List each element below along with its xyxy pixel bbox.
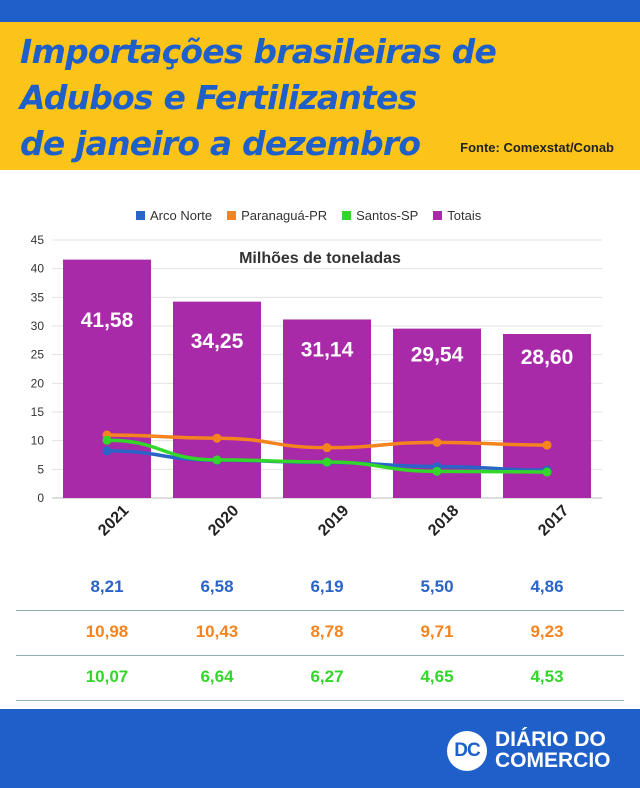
point-santos-sp-2021 [102,435,112,445]
header-banner: Importações brasileiras de Adubos e Fert… [0,22,640,170]
page-title-line-3: de janeiro a dezembro [20,124,421,163]
x-tick-label-2018: 2018 [425,502,462,539]
bar-totais-2020 [173,301,261,498]
footer-bar: DC DIÁRIO DO COMERCIO [0,709,640,788]
source-note: Fonte: Comexstat/Conab [460,140,614,155]
page-title-line-1: Importações brasileiras de [20,32,497,71]
y-tick-label-45: 45 [31,233,45,247]
point-santos-sp-2018 [432,466,442,476]
y-tick-label-5: 5 [37,462,44,476]
bar-totais-2019 [283,319,371,498]
table-cell-santos-sp-2018: 4,65 [420,667,454,686]
bar-totais-2021 [63,259,151,498]
legend-label-totais: Totais [447,207,482,223]
legend-swatch-santos [342,210,352,220]
y-tick-label-35: 35 [31,290,45,304]
chart-subtitle: Milhões de toneladas [239,250,401,267]
x-tick-label-2021: 2021 [95,502,132,539]
y-tick-label-15: 15 [31,405,45,419]
legend-item-paranagua: Paranaguá-PR [227,208,327,223]
bar-value-label-2018: 29,54 [411,343,464,366]
table-cell-santos-sp-2019: 6,27 [310,667,344,686]
y-tick-label-25: 25 [31,348,45,362]
table-cell-paranagua-pr-2021: 10,98 [85,622,129,641]
values-table: 8,21 6,58 6,19 5,50 4,86 10,98 10,43 8,78 9,71 9… [16,566,624,701]
point-santos-sp-2019 [322,457,332,467]
bar-value-label-2021: 41,58 [81,309,134,332]
y-tick-label-40: 40 [31,262,45,276]
legend-item-arco-norte: Arco Norte [136,208,212,223]
legend-swatch-arco-norte [136,210,145,220]
point-paranagua-pr-2020 [212,433,222,443]
table-cell-arco-norte-2021: 8,21 [90,577,124,596]
legend-swatch-paranagua [227,210,237,220]
table-cell-paranagua-pr-2020: 10,43 [195,622,239,641]
legend-label-santos: Santos-SP [356,207,419,223]
table-cell-paranagua-pr-2018: 9,71 [420,622,454,641]
table-cell-arco-norte-2017: 4,86 [530,577,564,596]
point-arco-norte-2021 [102,446,112,456]
imports-chart: 0 5 10 15 20 25 30 35 40 45 41,58 34,25 31,14 29,54 28… [31,233,602,539]
legend-label-paranagua: Paranaguá-PR [241,207,328,223]
x-tick-label-2019: 2019 [315,502,352,539]
table-cell-santos-sp-2021: 10,07 [85,667,129,686]
table-cell-arco-norte-2019: 6,19 [310,577,344,596]
y-tick-label-20: 20 [31,376,45,390]
table-cell-arco-norte-2018: 5,50 [420,577,454,596]
legend-swatch-totais [433,210,443,220]
table-cell-paranagua-pr-2019: 8,78 [310,622,344,641]
legend-item-santos: Santos-SP [342,208,418,223]
point-santos-sp-2017 [542,467,552,477]
logo-text-line-1: DIÁRIO DO [495,728,606,751]
y-tick-label-10: 10 [31,434,45,448]
legend-label-arco-norte: Arco Norte [150,207,213,223]
point-paranagua-pr-2017 [542,440,552,450]
point-santos-sp-2020 [212,455,222,465]
table-cell-paranagua-pr-2017: 9,23 [530,622,564,641]
table-row-arco-norte: 8,21 6,58 6,19 5,50 4,86 [16,566,624,611]
logo-mark: DC [447,731,487,771]
table-row-santos: 10,07 6,64 6,27 4,65 4,53 [16,656,624,701]
bar-value-label-2017: 28,60 [521,346,574,369]
point-paranagua-pr-2018 [432,437,442,447]
table-cell-santos-sp-2020: 6,64 [200,667,234,686]
bar-value-label-2019: 31,14 [301,339,354,362]
top-bar [0,0,640,22]
y-tick-label-30: 30 [31,319,45,333]
bar-value-label-2020: 34,25 [191,330,244,353]
page-title-line-2: Adubos e Fertilizantes [20,78,417,117]
y-tick-label-0: 0 [37,491,44,505]
table-cell-santos-sp-2017: 4,53 [530,667,564,686]
table-cell-arco-norte-2020: 6,58 [200,577,234,596]
x-tick-label-2017: 2017 [535,502,572,539]
x-tick-label-2020: 2020 [205,502,242,539]
legend-item-totais: Totais [433,208,481,223]
chart-legend: Arco Norte Paranaguá-PR Santos-SP Totais [136,206,496,224]
table-row-paranagua: 10,98 10,43 8,78 9,71 9,23 [16,611,624,656]
logo-text-line-2: COMERCIO [495,749,611,772]
point-paranagua-pr-2019 [322,443,332,453]
